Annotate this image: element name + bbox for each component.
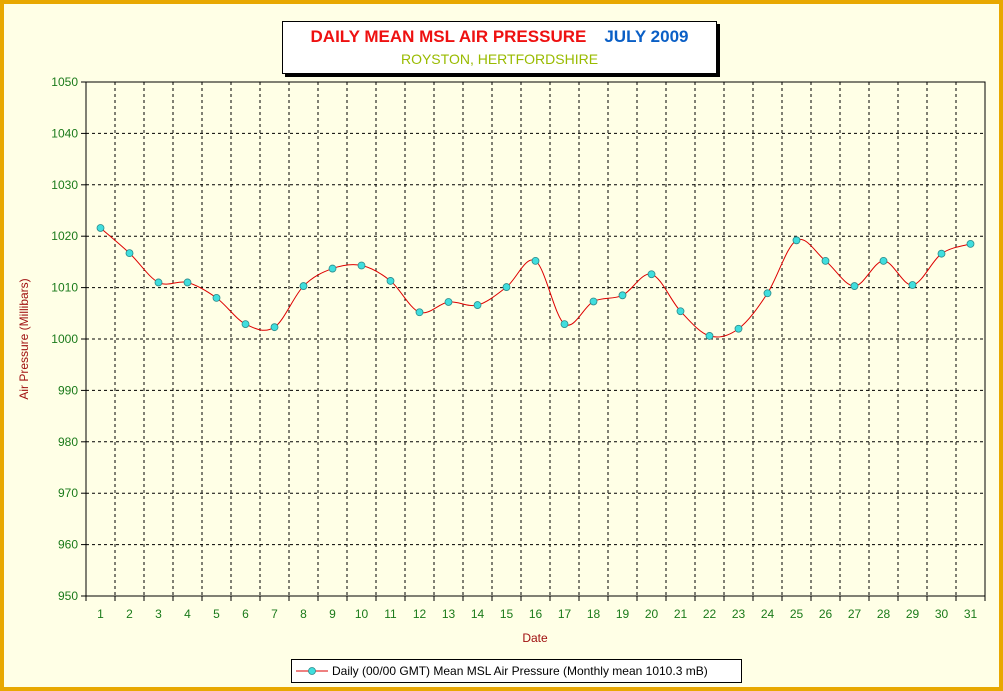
data-point xyxy=(821,256,830,265)
data-point xyxy=(96,224,105,232)
x-tick-label: 17 xyxy=(558,607,572,621)
y-tick-label: 950 xyxy=(58,589,78,603)
legend-label: Daily (00/00 GMT) Mean MSL Air Pressure … xyxy=(332,664,708,678)
data-point xyxy=(763,289,772,298)
x-tick-label: 30 xyxy=(935,607,949,621)
data-point xyxy=(618,291,627,300)
data-point xyxy=(357,261,366,270)
x-tick-label: 28 xyxy=(877,607,891,621)
data-point xyxy=(299,282,308,290)
legend: Daily (00/00 GMT) Mean MSL Air Pressure … xyxy=(291,659,742,683)
y-tick-label: 1040 xyxy=(51,126,78,140)
x-tick-label: 24 xyxy=(761,607,775,621)
data-point xyxy=(125,249,134,258)
data-point xyxy=(328,264,337,273)
chart-location: ROYSTON, HERTFORDSHIRE xyxy=(400,51,599,67)
x-tick-label: 18 xyxy=(587,607,601,621)
data-point xyxy=(705,332,714,340)
y-tick-label: 1030 xyxy=(51,178,78,192)
data-point xyxy=(241,320,250,328)
x-tick-label: 16 xyxy=(529,607,543,621)
x-tick-label: 7 xyxy=(271,607,278,621)
data-point xyxy=(502,283,511,291)
y-tick-label: 960 xyxy=(58,538,78,552)
legend-line-marker-icon xyxy=(296,667,328,675)
x-tick-label: 15 xyxy=(500,607,514,621)
x-tick-label: 13 xyxy=(442,607,456,621)
x-tick-label: 6 xyxy=(242,607,249,621)
data-point xyxy=(531,256,540,265)
y-tick-label: 1050 xyxy=(51,75,78,89)
data-point xyxy=(647,270,656,279)
y-axis-label: Air Pressure (Millibars) xyxy=(17,278,31,399)
x-tick-label: 5 xyxy=(213,607,220,621)
x-tick-label: 4 xyxy=(184,607,191,621)
data-point xyxy=(473,301,482,309)
x-tick-label: 26 xyxy=(819,607,833,621)
x-tick-label: 9 xyxy=(329,607,336,621)
chart-frame xyxy=(4,4,999,687)
data-point xyxy=(212,293,221,302)
chart-date: JULY 2009 xyxy=(604,27,689,46)
x-tick-label: 1 xyxy=(97,607,104,621)
y-tick-label: 1020 xyxy=(51,229,78,243)
data-point xyxy=(444,298,453,306)
data-point xyxy=(270,323,279,332)
x-tick-label: 19 xyxy=(616,607,630,621)
y-tick-label: 990 xyxy=(58,383,78,397)
x-tick-label: 11 xyxy=(384,607,397,621)
data-point xyxy=(589,297,598,306)
y-tick-label: 970 xyxy=(58,486,78,500)
data-point xyxy=(154,278,163,287)
x-tick-label: 25 xyxy=(790,607,804,621)
chart-title-box: DAILY MEAN MSL AIR PRESSURE JULY 2009 ROY… xyxy=(282,21,717,74)
x-tick-label: 12 xyxy=(413,607,427,621)
data-point xyxy=(792,236,801,245)
data-point xyxy=(415,308,424,317)
x-tick-label: 2 xyxy=(126,607,133,621)
grid-layer xyxy=(86,82,985,596)
x-tick-label: 21 xyxy=(674,607,688,621)
data-point xyxy=(386,277,395,285)
data-point xyxy=(908,281,917,289)
tick-layer: 9509609709809901000101010201030104010501… xyxy=(51,75,986,621)
x-tick-label: 22 xyxy=(703,607,717,621)
y-tick-label: 1010 xyxy=(51,281,78,295)
data-point xyxy=(937,249,946,258)
x-tick-label: 27 xyxy=(848,607,862,621)
series-layer xyxy=(96,224,975,340)
x-tick-label: 23 xyxy=(732,607,746,621)
data-point xyxy=(850,282,859,290)
x-tick-label: 20 xyxy=(645,607,659,621)
data-point xyxy=(879,256,888,265)
chart-title: DAILY MEAN MSL AIR PRESSURE xyxy=(310,27,587,46)
y-tick-label: 1000 xyxy=(51,332,78,346)
x-tick-label: 10 xyxy=(355,607,369,621)
x-tick-label: 29 xyxy=(906,607,920,621)
chart-title-line: DAILY MEAN MSL AIR PRESSURE JULY 2009 xyxy=(283,27,716,47)
data-point xyxy=(560,320,569,328)
x-axis-label: Date xyxy=(522,631,548,645)
y-tick-label: 980 xyxy=(58,435,78,449)
data-point xyxy=(734,324,743,333)
data-point xyxy=(676,307,685,316)
x-tick-label: 8 xyxy=(300,607,307,621)
data-point xyxy=(966,240,975,248)
x-tick-label: 3 xyxy=(155,607,162,621)
x-tick-label: 31 xyxy=(964,607,978,621)
data-point xyxy=(183,278,192,287)
x-tick-label: 14 xyxy=(471,607,485,621)
